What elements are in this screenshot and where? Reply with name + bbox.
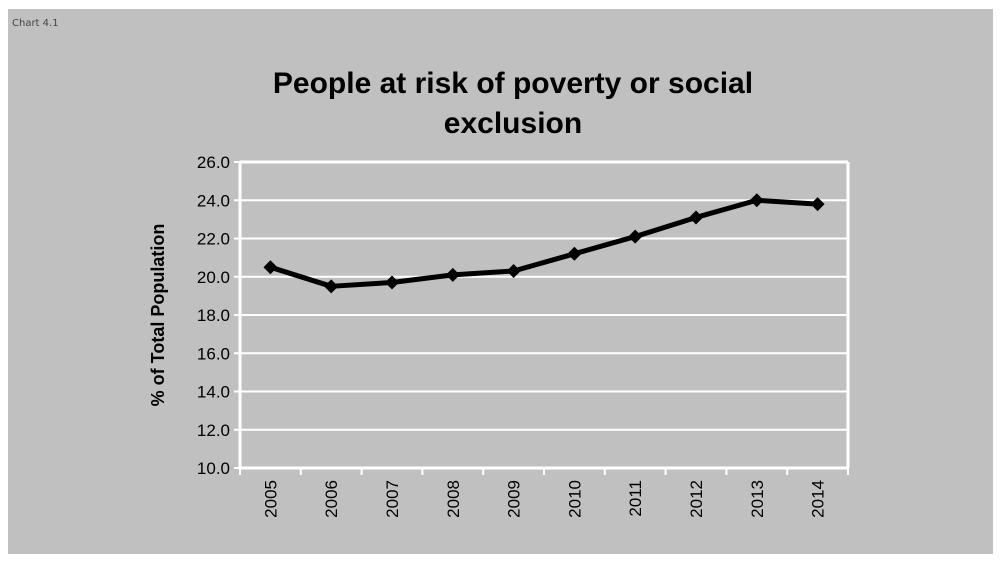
series-line (269, 197, 818, 289)
data-point-marker (628, 229, 643, 244)
data-point-marker (567, 246, 582, 261)
data-point-marker (506, 264, 521, 279)
data-point-marker (263, 260, 278, 275)
y-tick-label: 14.0 (197, 383, 230, 402)
x-tick-label: 2012 (687, 480, 706, 518)
y-tick-label: 12.0 (197, 421, 230, 440)
data-point-marker (385, 275, 399, 290)
x-tick-label: 2014 (809, 480, 828, 518)
data-point-marker (689, 210, 703, 225)
chart-title-line-1: People at risk of poverty or social (273, 67, 753, 100)
y-tick-label: 20.0 (197, 268, 230, 287)
x-tick-label: 2007 (383, 480, 402, 518)
y-tick-label: 26.0 (197, 153, 230, 172)
x-tick-label: 2006 (322, 480, 341, 518)
x-tick-label: 2008 (444, 480, 463, 518)
y-tick-label: 24.0 (197, 191, 230, 210)
chart-caption: Chart 4.1 (12, 18, 59, 29)
x-axis-ticks: 2005 2006 2007 2008 2009 2010 2011 2012 2013 2014 (239, 468, 849, 518)
series-layer (263, 193, 825, 294)
y-tick-label: 10.0 (197, 459, 230, 478)
gridlines (240, 199, 848, 431)
data-point-marker (445, 267, 460, 282)
chart-title-line-2: exclusion (444, 107, 582, 140)
y-axis-ticks: 10.0 12.0 14.0 16.0 18.0 20.0 22.0 24.0 26.0 (197, 153, 240, 478)
x-tick-label: 2010 (565, 480, 584, 518)
x-tick-label: 2009 (505, 480, 524, 518)
plot-area (238, 160, 850, 470)
x-tick-label: 2011 (626, 480, 645, 517)
data-point-marker (324, 279, 339, 294)
y-tick-label: 16.0 (197, 344, 230, 363)
data-point-marker (749, 193, 764, 208)
data-point-marker (810, 197, 825, 212)
y-tick-label: 22.0 (197, 230, 230, 249)
y-axis-label: % of Total Population (148, 224, 168, 407)
x-tick-label: 2005 (261, 480, 280, 518)
y-tick-label: 18.0 (197, 306, 230, 325)
x-tick-label: 2013 (748, 480, 767, 518)
